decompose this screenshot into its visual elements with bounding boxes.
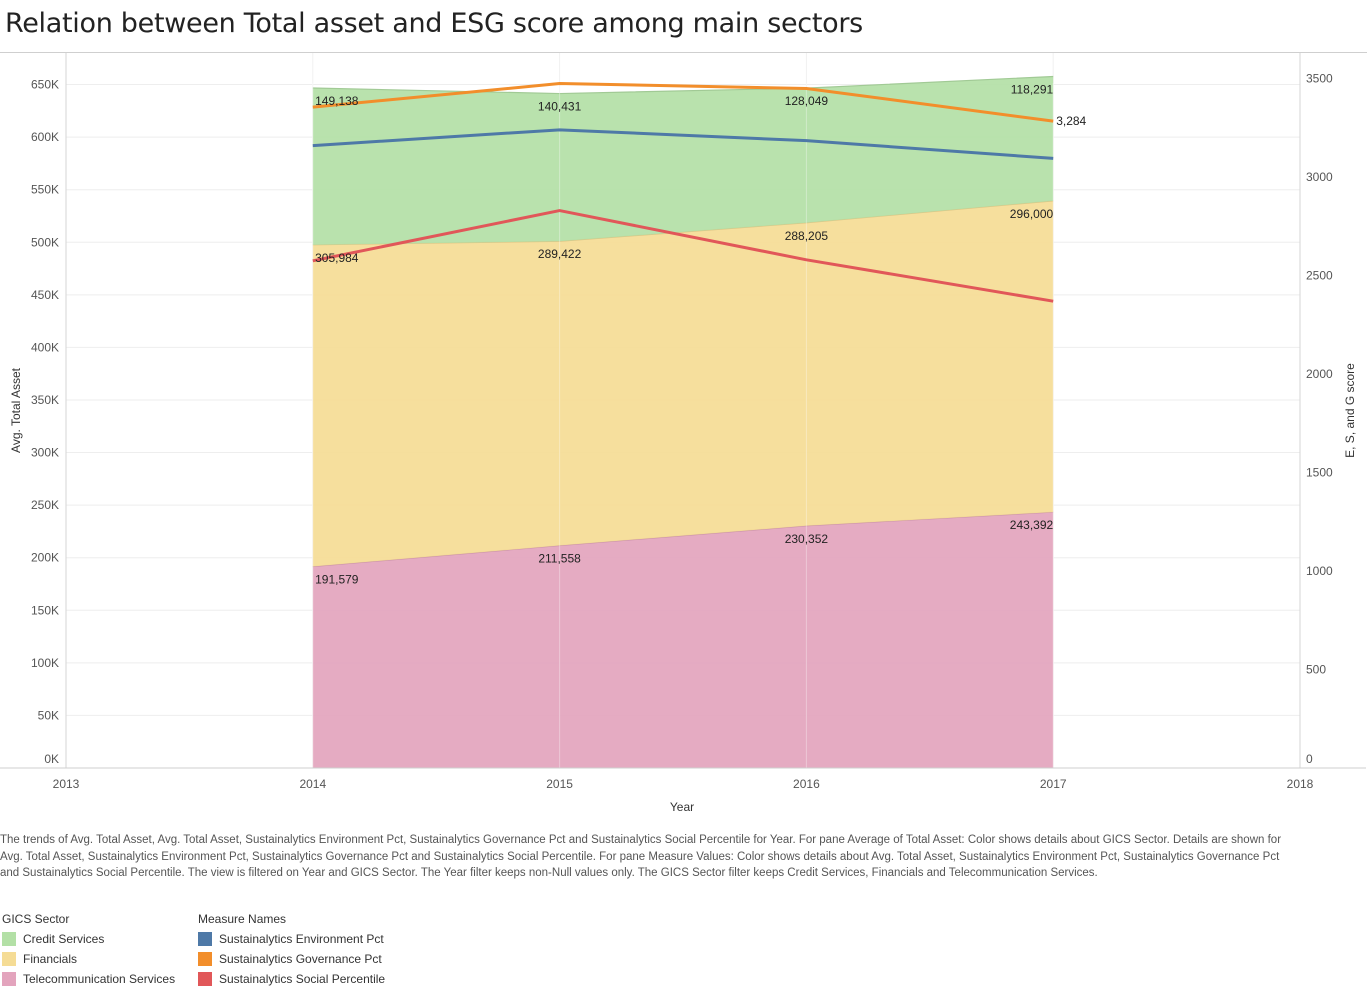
y2-tick-label: 2000	[1306, 367, 1333, 381]
data-label: 211,558	[538, 552, 581, 566]
y2-tick-label: 0	[1306, 752, 1313, 766]
area-credit-services	[312, 76, 1054, 245]
chart[interactable]: 191,579 211,558 230,352 243,392 305,984 289,4…	[0, 0, 1367, 820]
legend-swatch	[2, 952, 16, 966]
legend-swatch	[198, 972, 212, 986]
y-tick-label: 550K	[31, 183, 59, 197]
legend-item-financials[interactable]: Financials	[2, 949, 175, 969]
legend-label: Sustainalytics Environment Pct	[219, 932, 384, 946]
data-label: 128,049	[785, 94, 829, 108]
data-label: 289,422	[538, 247, 582, 261]
data-label: 191,579	[315, 573, 359, 587]
legend-measure-names[interactable]: Measure Names Sustainalytics Environment…	[198, 912, 385, 989]
legend-label: Credit Services	[23, 932, 105, 946]
data-label: 296,000	[1010, 207, 1054, 221]
y-tick-label: 650K	[31, 78, 59, 92]
x-tick-label: 2018	[1287, 777, 1314, 791]
y-tick-label: 400K	[31, 340, 59, 354]
y2-tick-label: 500	[1306, 663, 1326, 677]
y2-tick-label: 1000	[1306, 564, 1333, 578]
y2-tick-label: 3000	[1306, 170, 1333, 184]
legend-swatch	[2, 932, 16, 946]
legend-item-environment-pct[interactable]: Sustainalytics Environment Pct	[198, 929, 385, 949]
y-tick-label: 500K	[31, 235, 59, 249]
y-tick-label: 250K	[31, 498, 59, 512]
legend-label: Sustainalytics Governance Pct	[219, 952, 382, 966]
line-end-label: 3,284	[1056, 114, 1086, 128]
data-label: 140,431	[538, 100, 582, 114]
y-tick-label: 600K	[31, 130, 59, 144]
data-label: 118,291	[1011, 82, 1054, 96]
legend-item-credit-services[interactable]: Credit Services	[2, 929, 175, 949]
line-sustainalytics-social-percentile	[312, 209, 1054, 303]
data-label: 149,138	[315, 94, 359, 108]
y-tick-label: 300K	[31, 446, 59, 460]
y2-tick-label: 3500	[1306, 72, 1333, 86]
y-tick-label: 350K	[31, 393, 59, 407]
x-tick-label: 2013	[53, 777, 80, 791]
area-credit-services-edge	[312, 75, 1054, 95]
y-axis-title: Avg. Total Asset	[9, 367, 23, 453]
data-label: 288,205	[785, 229, 829, 243]
legend-item-telecommunication-services[interactable]: Telecommunication Services	[2, 969, 175, 989]
legend-swatch	[198, 932, 212, 946]
legend-label: Telecommunication Services	[23, 972, 176, 986]
legend-item-social-percentile[interactable]: Sustainalytics Social Percentile	[198, 969, 385, 989]
x-tick-label: 2017	[1040, 777, 1067, 791]
legend-title: Measure Names	[198, 912, 287, 926]
y2-tick-label: 2500	[1306, 269, 1333, 283]
line-sustainalytics-environment-pct	[312, 128, 1054, 160]
legend-swatch	[198, 952, 212, 966]
y-tick-label: 50K	[38, 708, 59, 722]
data-label: 230,352	[785, 532, 829, 546]
y2-axis-title: E, S, and G score	[1343, 363, 1357, 458]
legend-gics-sector[interactable]: GICS Sector Credit Services Financials T…	[2, 912, 175, 989]
data-label: 243,392	[1010, 518, 1054, 532]
legend-swatch	[2, 972, 16, 986]
chart-caption: The trends of Avg. Total Asset, Avg. Tot…	[0, 834, 1282, 880]
chart-title: Relation between Total asset and ESG sco…	[5, 8, 863, 39]
y-tick-label: 150K	[31, 603, 59, 617]
line-sustainalytics-governance-pct	[312, 82, 1054, 123]
y-tick-label: 100K	[31, 656, 59, 670]
x-tick-label: 2014	[299, 777, 326, 791]
y-tick-label: 0K	[44, 752, 59, 766]
legend-item-governance-pct[interactable]: Sustainalytics Governance Pct	[198, 949, 385, 969]
y-tick-label: 200K	[31, 551, 59, 565]
x-axis-title: Year	[670, 800, 694, 814]
y-tick-label: 450K	[31, 288, 59, 302]
area-financials	[312, 200, 1054, 567]
data-label: 305,984	[315, 251, 359, 265]
area-telecommunication-services	[312, 512, 1054, 768]
legend-label: Financials	[23, 952, 78, 966]
title-divider	[0, 52, 1367, 53]
y2-tick-label: 1500	[1306, 466, 1333, 480]
legend-label: Sustainalytics Social Percentile	[219, 972, 386, 986]
x-tick-label: 2016	[793, 777, 820, 791]
legend-title: GICS Sector	[2, 912, 70, 926]
x-tick-label: 2015	[546, 777, 573, 791]
